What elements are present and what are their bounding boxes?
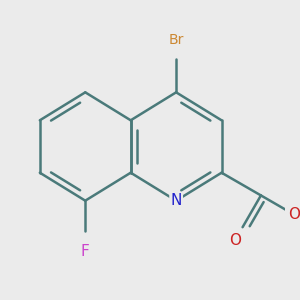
Text: N: N [170, 193, 182, 208]
Text: O: O [229, 233, 241, 248]
Text: Br: Br [168, 33, 184, 47]
Text: F: F [81, 244, 90, 259]
Text: O: O [288, 207, 300, 222]
